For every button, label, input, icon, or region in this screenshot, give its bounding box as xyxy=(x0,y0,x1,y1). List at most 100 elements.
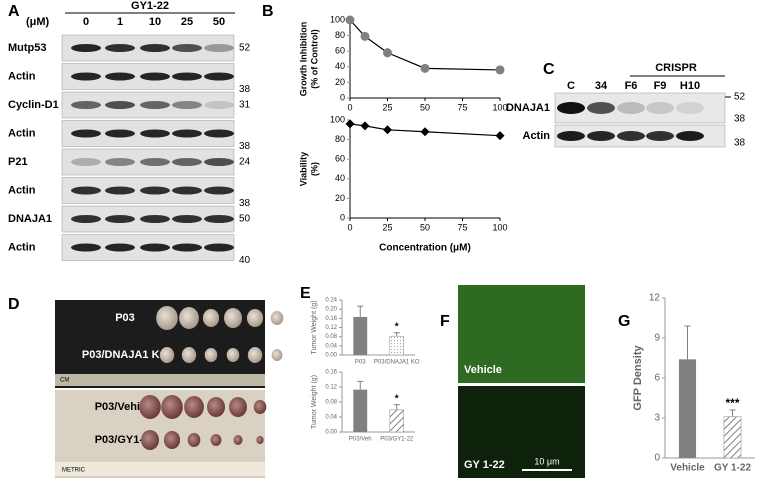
marker xyxy=(360,121,370,131)
marker xyxy=(383,48,392,58)
y-tick-label: 0 xyxy=(340,212,345,222)
band xyxy=(105,215,135,223)
unit-label: (μM) xyxy=(26,16,50,28)
band xyxy=(140,44,170,52)
ruler-label: METRIC xyxy=(62,468,86,474)
mw-label: 52 xyxy=(734,92,746,103)
y-tick-label: 0.16 xyxy=(325,370,337,376)
tumor xyxy=(161,395,183,419)
band xyxy=(140,215,170,223)
band xyxy=(105,243,135,252)
mw-label: 50 xyxy=(239,214,251,225)
band xyxy=(172,186,202,195)
bar xyxy=(389,335,404,356)
lane-label: F6 xyxy=(625,80,638,92)
row-label: Cyclin-D1 xyxy=(8,99,59,111)
row-label: Actin xyxy=(8,127,36,139)
y-tick-label: 20 xyxy=(335,193,345,203)
bar xyxy=(353,316,368,355)
mw-label: 38 xyxy=(239,198,251,209)
x-tick-label: GY 1-22 xyxy=(714,463,751,474)
y-tick-label: 0.04 xyxy=(325,343,337,349)
annotation: * xyxy=(395,393,399,404)
band xyxy=(140,72,170,81)
band xyxy=(105,72,135,81)
band xyxy=(557,102,585,114)
marker xyxy=(420,127,430,137)
marker xyxy=(345,15,355,25)
tumor xyxy=(202,309,220,327)
band xyxy=(105,129,135,138)
y-axis-label: Growth Inhibition xyxy=(298,22,308,96)
panel-label: F xyxy=(440,313,450,330)
micrograph-label: GY 1-22 xyxy=(464,459,505,471)
band xyxy=(71,186,101,195)
x-tick-label: 0 xyxy=(347,222,352,232)
group-label: P03/DNAJA1 KO xyxy=(82,349,169,361)
row-label: Mutp53 xyxy=(8,42,47,54)
y-tick-label: 6 xyxy=(654,373,660,384)
tumor xyxy=(163,431,181,449)
tumor xyxy=(246,309,264,327)
band xyxy=(140,101,170,109)
band xyxy=(617,102,645,114)
y-tick-label: 0.00 xyxy=(325,430,337,436)
tumor xyxy=(139,395,161,419)
tumor xyxy=(224,308,242,328)
band xyxy=(172,215,202,223)
y-tick-label: 0 xyxy=(654,453,660,464)
annotation: *** xyxy=(725,396,739,410)
y-tick-label: 80 xyxy=(335,30,345,40)
x-tick-label: 0 xyxy=(347,102,352,112)
band xyxy=(105,186,135,195)
lane-label: C xyxy=(567,80,575,92)
tumor xyxy=(187,433,201,447)
band xyxy=(105,44,135,52)
y-tick-label: 20 xyxy=(335,77,345,87)
mw-label: 38 xyxy=(239,84,251,95)
lane-label: H10 xyxy=(680,80,700,92)
band xyxy=(172,158,202,166)
tumor xyxy=(184,396,204,418)
y-axis-label: (% of Control) xyxy=(309,29,319,88)
band xyxy=(204,186,234,195)
y-tick-label: 9 xyxy=(654,333,660,344)
mw-label: 38 xyxy=(239,141,251,152)
row-label: P21 xyxy=(8,156,28,168)
bar xyxy=(389,409,404,433)
group-label: P03/GY1-22 xyxy=(95,434,156,446)
panel-label: G xyxy=(618,313,630,330)
band xyxy=(172,101,202,109)
y-tick-label: 100 xyxy=(330,14,345,24)
band xyxy=(204,44,234,52)
bar xyxy=(353,389,368,432)
lane-label: 34 xyxy=(595,80,608,92)
band xyxy=(71,215,101,223)
y-tick-label: 0.12 xyxy=(325,325,337,331)
band xyxy=(140,186,170,195)
y-tick-label: 0.24 xyxy=(325,298,337,304)
panel-label: A xyxy=(8,3,20,20)
band xyxy=(557,131,585,141)
y-tick-label: 3 xyxy=(654,413,660,424)
band xyxy=(172,243,202,252)
annotation: * xyxy=(395,321,399,332)
band xyxy=(204,72,234,81)
x-tick-label: 25 xyxy=(382,102,392,112)
x-tick-label: 25 xyxy=(382,222,392,232)
band xyxy=(172,129,202,138)
dose-label: 25 xyxy=(181,16,193,28)
dose-label: 0 xyxy=(83,16,89,28)
y-tick-label: 0.08 xyxy=(325,400,337,406)
line xyxy=(349,19,501,71)
tumor xyxy=(141,430,159,450)
group-label: CRISPR xyxy=(655,62,697,74)
row-label: Actin xyxy=(8,70,36,82)
band xyxy=(646,131,674,141)
band xyxy=(105,158,135,166)
band xyxy=(71,243,101,252)
tumor xyxy=(159,347,175,363)
band xyxy=(587,102,615,114)
bar xyxy=(678,359,697,458)
